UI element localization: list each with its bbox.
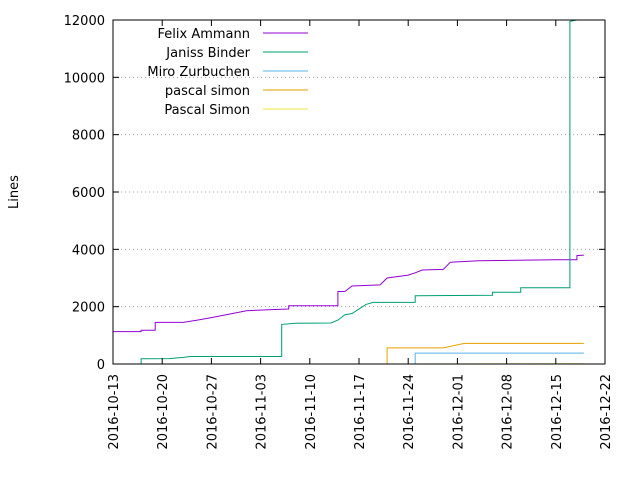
x-tick-label: 2016-12-08 bbox=[501, 374, 516, 450]
y-tick-label: 2000 bbox=[72, 301, 105, 316]
series-line-0 bbox=[113, 254, 584, 333]
y-tick-label: 12000 bbox=[64, 14, 105, 29]
plot-border bbox=[112, 19, 606, 365]
x-tick-label: 2016-12-22 bbox=[599, 374, 614, 450]
x-tick-label: 2016-11-17 bbox=[353, 374, 368, 450]
legend-entry-label: pascal simon bbox=[165, 84, 250, 99]
x-tick-label: 2016-12-15 bbox=[550, 374, 565, 450]
legend-entry-label: Miro Zurbuchen bbox=[147, 65, 250, 80]
legend-entry-label: Pascal Simon bbox=[164, 103, 250, 118]
axes bbox=[112, 19, 606, 365]
legend: Felix Ammann Janiss Binder Miro Zurbuchen p… bbox=[147, 27, 308, 118]
y-tick-label: 10000 bbox=[64, 71, 105, 86]
legend-entry-label: Janiss Binder bbox=[165, 46, 250, 61]
y-tick-label: 4000 bbox=[72, 243, 105, 258]
y-tick-label: 0 bbox=[97, 358, 105, 373]
legend-entry-label: Felix Ammann bbox=[158, 27, 250, 42]
series-line-3 bbox=[386, 342, 584, 364]
y-tick-label: 6000 bbox=[72, 186, 105, 201]
y-axis-label: Lines bbox=[7, 175, 22, 209]
x-tick-label: 2016-10-20 bbox=[156, 374, 171, 450]
x-tick-label: 2016-10-27 bbox=[205, 374, 220, 450]
x-tick-label: 2016-11-03 bbox=[255, 374, 270, 450]
x-tick-label: 2016-11-10 bbox=[304, 374, 319, 450]
series-line-2 bbox=[414, 352, 584, 364]
x-tick-label: 2016-10-13 bbox=[107, 374, 122, 450]
tick-labels: 0 2000 4000 6000 8000 10000 12000 2016-10-13 201… bbox=[64, 14, 614, 450]
x-tick-label: 2016-11-24 bbox=[402, 374, 417, 450]
series-line-1 bbox=[140, 19, 577, 364]
y-tick-label: 8000 bbox=[72, 129, 105, 144]
x-tick-label: 2016-12-01 bbox=[451, 374, 466, 450]
